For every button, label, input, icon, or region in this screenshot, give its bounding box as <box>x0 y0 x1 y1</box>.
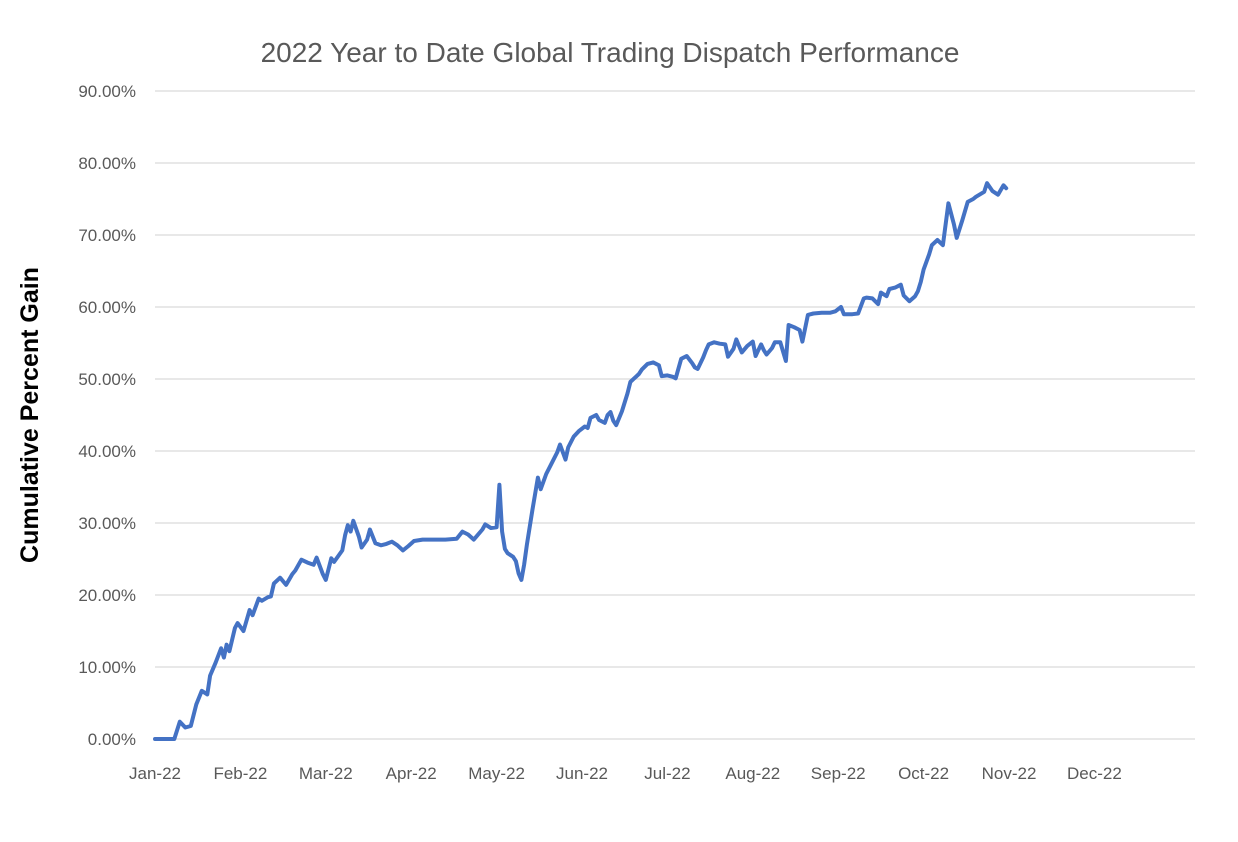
x-tick-label: Feb-22 <box>213 764 267 783</box>
x-tick-label: Jul-22 <box>644 764 690 783</box>
x-tick-label: Apr-22 <box>386 764 437 783</box>
y-tick-label: 50.00% <box>78 370 136 389</box>
x-axis-tick-labels: Jan-22 Feb-22 Mar-22 Apr-22 May-22 Jun-22 Jul-… <box>129 764 1122 783</box>
x-tick-label: Jan-22 <box>129 764 181 783</box>
x-tick-label: Aug-22 <box>725 764 780 783</box>
x-tick-label: Dec-22 <box>1067 764 1122 783</box>
y-tick-label: 20.00% <box>78 586 136 605</box>
cumulative-gain-line <box>153 181 1009 741</box>
y-tick-label: 60.00% <box>78 298 136 317</box>
y-tick-label: 10.00% <box>78 658 136 677</box>
y-axis-title: Cumulative Percent Gain <box>16 267 44 563</box>
x-tick-label: Oct-22 <box>898 764 949 783</box>
x-tick-label: Nov-22 <box>982 764 1037 783</box>
chart-title: 2022 Year to Date Global Trading Dispatc… <box>261 37 960 68</box>
y-tick-label: 70.00% <box>78 226 136 245</box>
y-tick-label: 90.00% <box>78 82 136 101</box>
y-axis-tick-labels: 0.00% 10.00% 20.00% 30.00% 40.00% 50.00% 60.00… <box>78 82 136 749</box>
x-tick-label: Jun-22 <box>556 764 608 783</box>
x-tick-label: Sep-22 <box>811 764 866 783</box>
x-tick-label: Mar-22 <box>299 764 353 783</box>
y-tick-label: 30.00% <box>78 514 136 533</box>
y-tick-label: 0.00% <box>88 730 136 749</box>
x-tick-label: May-22 <box>468 764 525 783</box>
y-tick-label: 40.00% <box>78 442 136 461</box>
y-tick-label: 80.00% <box>78 154 136 173</box>
